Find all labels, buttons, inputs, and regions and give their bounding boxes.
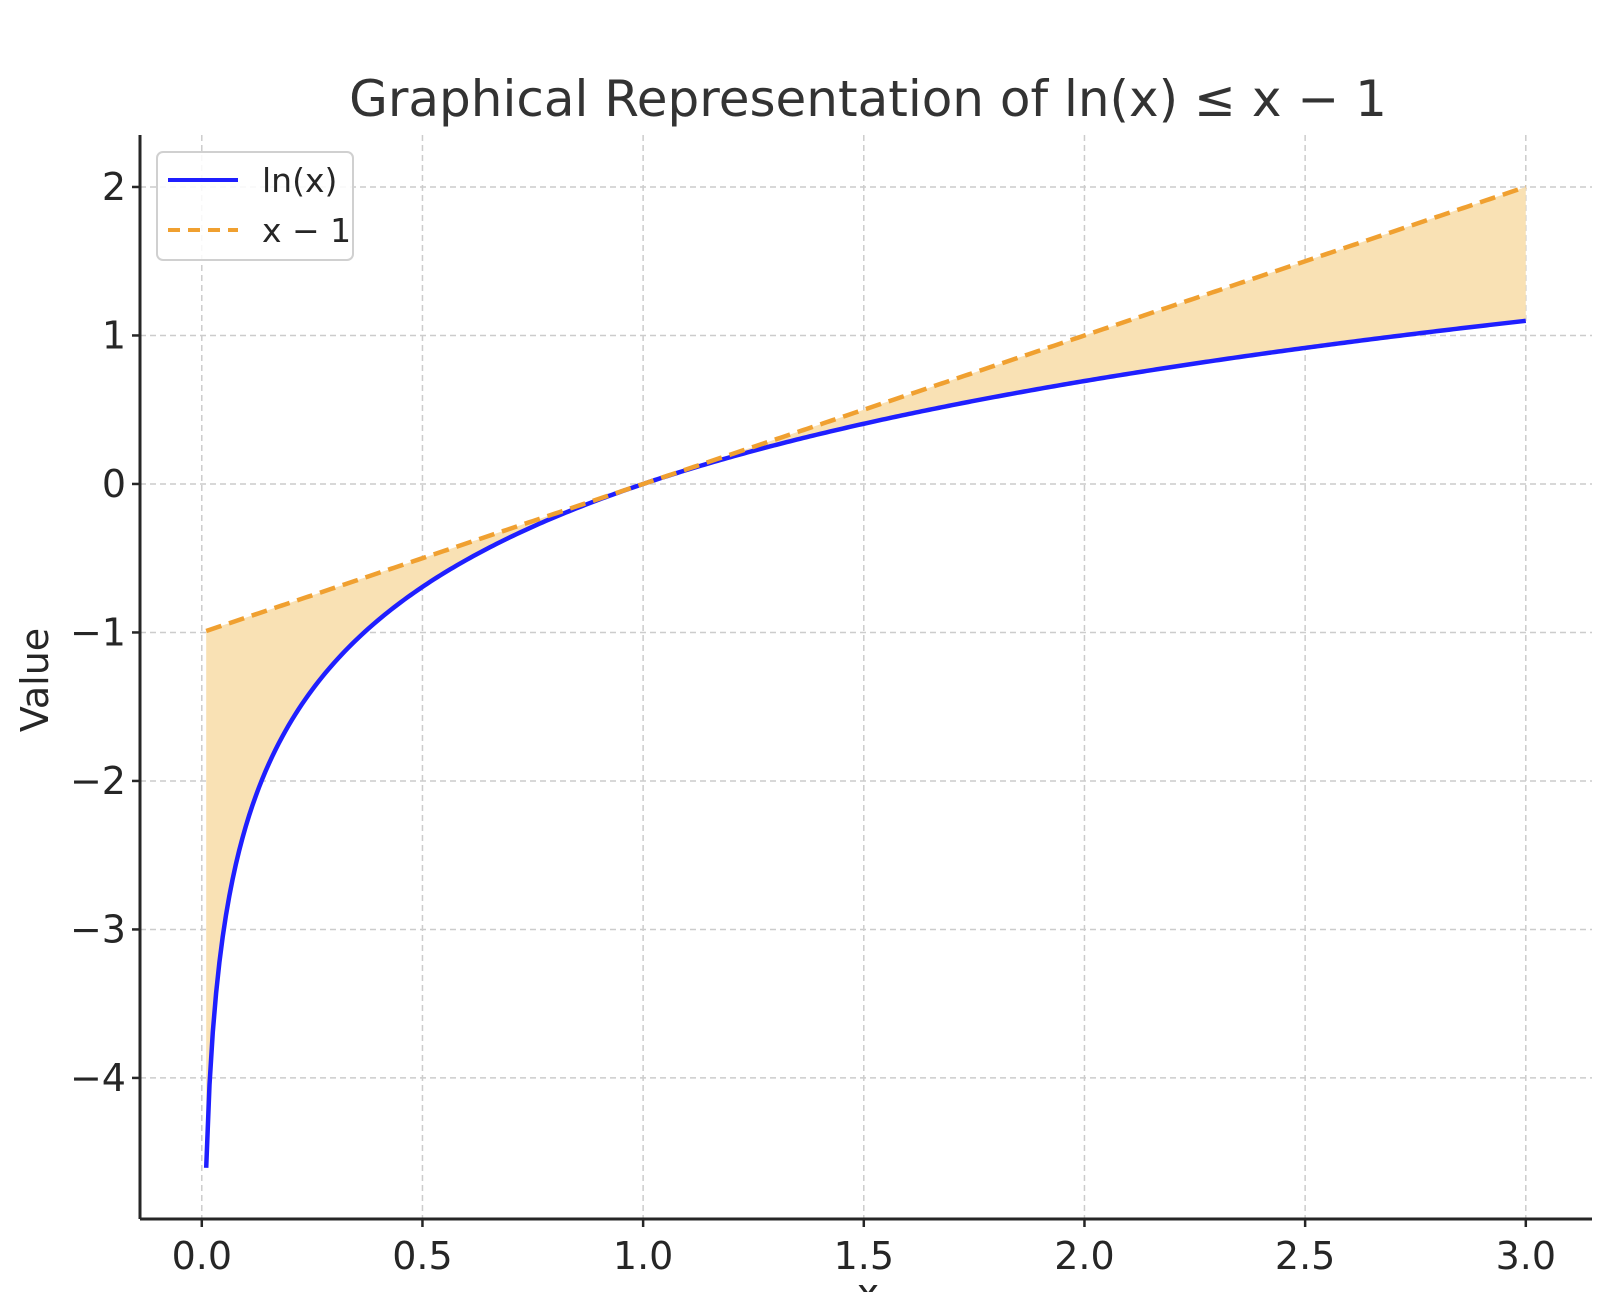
y-tick-label: −2: [70, 759, 126, 803]
data-point-series-0: [376, 619, 380, 623]
x-tick-label: 2.5: [1275, 1234, 1335, 1278]
y-tick-label: 0: [102, 462, 126, 506]
data-point-series-0: [420, 584, 424, 588]
x-tick-label: 1.5: [834, 1234, 894, 1278]
y-tick-label: 1: [102, 313, 126, 357]
y-axis-label: Value: [13, 628, 57, 732]
data-point-series-0: [222, 927, 226, 931]
data-point-series-0: [531, 525, 535, 529]
x-tick-label: 0.0: [172, 1234, 232, 1278]
x-tick-label: 0.5: [392, 1234, 452, 1278]
data-point-series-1: [1524, 185, 1528, 189]
data-point-series-1: [641, 482, 645, 486]
data-point-series-0: [862, 421, 866, 425]
x-axis-label: x: [857, 1271, 880, 1292]
y-tick-label: −4: [70, 1056, 126, 1100]
axes: [132, 135, 1592, 1227]
tick-labels: 0.0 0.5 1.0 1.5 2.0 2.5 3.0 2 1 0 −1 −2 −3 −4: [70, 165, 1556, 1278]
data-point-series-1: [204, 629, 208, 633]
y-tick-label: −1: [70, 610, 126, 654]
data-point-series-0: [1303, 345, 1307, 349]
y-tick-label: −3: [70, 907, 126, 951]
series-line-x-minus-1: [205, 184, 1527, 634]
legend-label-x-minus-1: x − 1: [262, 211, 351, 250]
data-point-series-0: [288, 721, 292, 725]
x-tick-label: 1.0: [613, 1234, 673, 1278]
data-point-series-0: [1524, 319, 1528, 323]
data-point-series-0: [332, 660, 336, 664]
fill-between-area: [206, 186, 1526, 1168]
chart-title: Graphical Representation of ln(x) ≤ x − …: [349, 70, 1387, 128]
y-tick-label: 2: [102, 165, 126, 209]
legend-label-ln-x: ln(x): [262, 161, 337, 200]
x-tick-label: 3.0: [1496, 1234, 1556, 1278]
legend: ln(x) x − 1: [156, 151, 354, 261]
data-point-series-0: [244, 823, 248, 827]
data-point-series-0: [1082, 379, 1086, 383]
series-line-ln-x: [203, 318, 1527, 1168]
data-point-series-0: [204, 1167, 208, 1171]
x-tick-label: 2.0: [1054, 1234, 1114, 1278]
